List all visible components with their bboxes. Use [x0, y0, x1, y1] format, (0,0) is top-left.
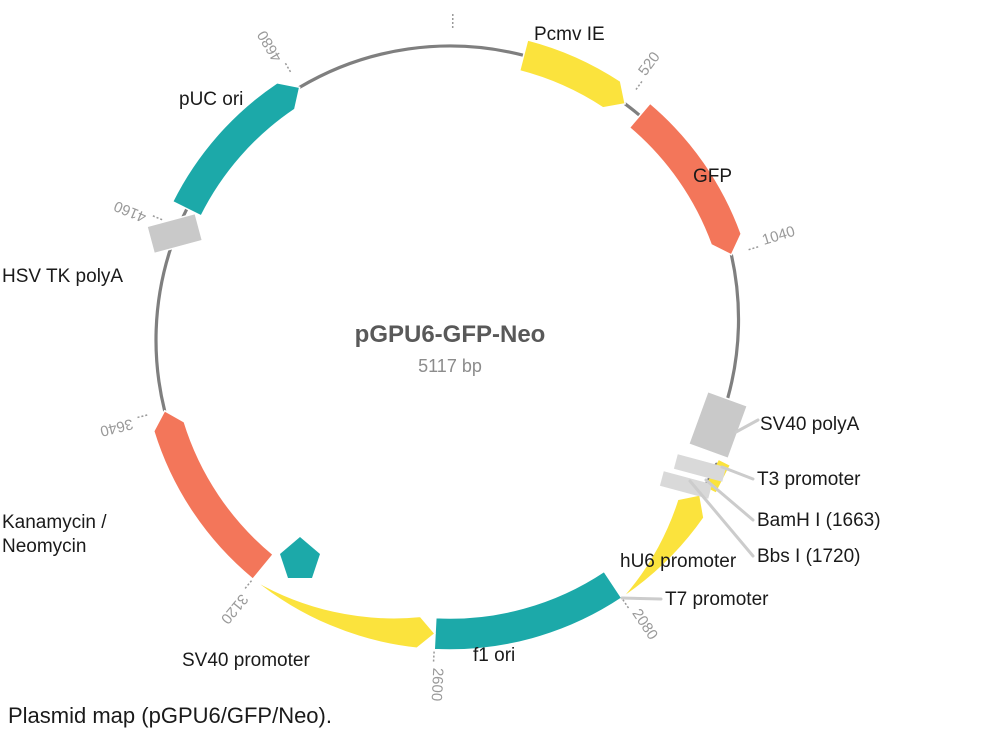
- svg-text:Bbs I (1720): Bbs I (1720): [757, 546, 861, 567]
- svg-text:3640: 3640: [98, 415, 134, 440]
- svg-text:2080: 2080: [628, 606, 661, 643]
- svg-text:4680: 4680: [254, 27, 286, 64]
- svg-text:BamH I (1663): BamH I (1663): [757, 510, 881, 531]
- svg-text:Pcmv IE: Pcmv IE: [534, 24, 605, 45]
- svg-text:pGPU6-GFP-Neo: pGPU6-GFP-Neo: [355, 321, 546, 348]
- svg-text:5117 bp: 5117 bp: [418, 356, 482, 376]
- svg-text:GFP: GFP: [693, 166, 732, 187]
- svg-text:Kanamycin /: Kanamycin /: [2, 512, 107, 533]
- svg-text:T7 promoter: T7 promoter: [665, 589, 769, 610]
- svg-text:SV40 promoter: SV40 promoter: [182, 650, 310, 671]
- svg-text:Neomycin: Neomycin: [2, 536, 86, 557]
- svg-text:520: 520: [635, 49, 664, 79]
- svg-text:1040: 1040: [760, 223, 797, 249]
- svg-text:f1 ori: f1 ori: [473, 645, 515, 666]
- svg-text:HSV TK polyA: HSV TK polyA: [2, 266, 123, 287]
- svg-text:3120: 3120: [217, 591, 251, 628]
- svg-text:4160: 4160: [111, 197, 148, 226]
- svg-text:pUC ori: pUC ori: [179, 89, 243, 110]
- svg-text:hU6 promoter: hU6 promoter: [620, 551, 737, 572]
- svg-text:SV40 polyA: SV40 polyA: [760, 414, 860, 435]
- svg-text:2600: 2600: [428, 667, 447, 701]
- svg-text:T3 promoter: T3 promoter: [757, 469, 861, 490]
